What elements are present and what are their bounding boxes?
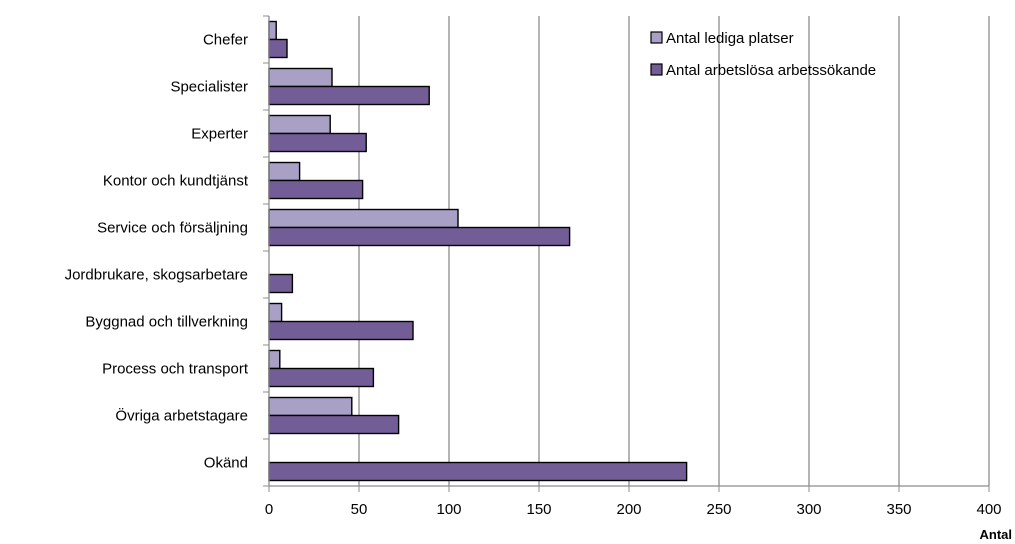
- bar-arbetslosa: [268, 85, 430, 106]
- x-tick-label: 400: [976, 501, 1001, 518]
- bar-arbetslosa: [268, 132, 367, 153]
- category-label: Byggnad och tillverkning: [85, 314, 248, 331]
- x-tick-label: 200: [616, 501, 641, 518]
- category-label: Experter: [191, 126, 248, 143]
- bar-lediga-platser: [268, 208, 459, 229]
- category-label: Service och försäljning: [97, 220, 248, 237]
- legend-label: Antal arbetslösa arbetssökande: [666, 62, 876, 79]
- bars: [268, 20, 688, 482]
- x-tick-labels: 0 50 100 150 200 250 300 350 400: [265, 501, 1002, 518]
- x-tick-label: 300: [796, 501, 821, 518]
- category-label: Chefer: [203, 32, 248, 49]
- bar-lediga-platser: [268, 302, 283, 323]
- bar-arbetslosa: [268, 414, 400, 435]
- bar-arbetslosa: [268, 273, 294, 294]
- bar-arbetslosa: [268, 461, 688, 482]
- bar-arbetslosa: [268, 367, 375, 388]
- legend-swatch: [650, 63, 663, 76]
- x-tick-label: 150: [526, 501, 551, 518]
- bar-arbetslosa: [268, 179, 364, 200]
- legend-swatch: [650, 31, 663, 44]
- category-label: Kontor och kundtjänst: [103, 173, 249, 190]
- legend: Antal lediga platser Antal arbetslösa arb…: [650, 30, 876, 79]
- bar-arbetslosa: [268, 226, 571, 247]
- category-label: Specialister: [170, 79, 248, 96]
- bar-lediga-platser: [268, 67, 333, 88]
- x-axis-title: Antal: [980, 527, 1013, 542]
- category-label: Process och transport: [102, 361, 249, 378]
- x-tick-label: 0: [265, 501, 273, 518]
- bar-arbetslosa: [268, 320, 414, 341]
- gridlines: [358, 16, 990, 486]
- axes: [263, 15, 990, 492]
- x-tick-label: 250: [706, 501, 731, 518]
- category-label: Övriga arbetstagare: [115, 407, 248, 425]
- bar-lediga-platser: [268, 20, 277, 41]
- bar-lediga-platser: [268, 161, 301, 182]
- category-label: Jordbrukare, skogsarbetare: [65, 267, 248, 284]
- x-tick-label: 50: [351, 501, 368, 518]
- category-labels: Chefer Specialister Experter Kontor och kun…: [65, 32, 249, 472]
- bar-lediga-platser: [268, 114, 331, 135]
- x-tick-label: 350: [886, 501, 911, 518]
- bar-lediga-platser: [268, 396, 353, 417]
- category-label: Okänd: [204, 455, 248, 472]
- bar-lediga-platser: [268, 349, 281, 370]
- bar-arbetslosa: [268, 38, 288, 59]
- legend-label: Antal lediga platser: [666, 30, 794, 47]
- x-tick-label: 100: [436, 501, 461, 518]
